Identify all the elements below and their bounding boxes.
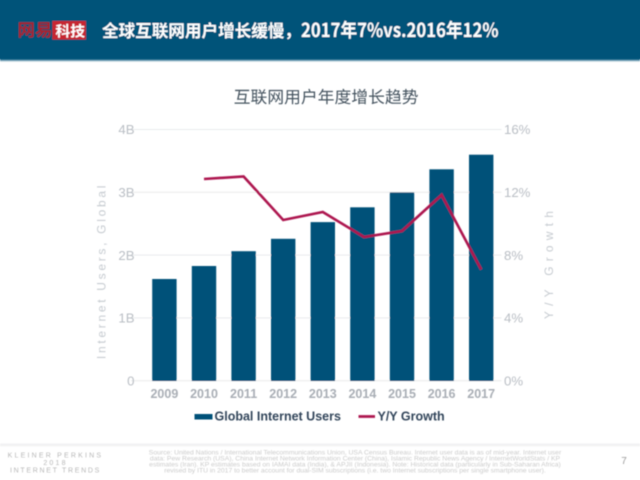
svg-text:2012: 2012 — [269, 387, 297, 401]
svg-text:16%: 16% — [504, 122, 531, 137]
svg-text:0: 0 — [127, 373, 134, 388]
svg-text:Internet Users, Global: Internet Users, Global — [95, 183, 109, 359]
svg-text:Global Internet Users: Global Internet Users — [215, 410, 341, 424]
svg-text:2016: 2016 — [428, 387, 456, 401]
svg-text:7: 7 — [621, 456, 627, 467]
svg-text:1B: 1B — [118, 311, 134, 326]
svg-text:2009: 2009 — [150, 387, 178, 401]
svg-text:2010: 2010 — [190, 387, 218, 401]
svg-text:2014: 2014 — [348, 387, 376, 401]
svg-text:2013: 2013 — [309, 387, 337, 401]
svg-text:2018: 2018 — [43, 460, 67, 467]
svg-text:2B: 2B — [118, 248, 134, 263]
svg-text:Source: United Nations / Inter: Source: United Nations / International T… — [149, 449, 562, 456]
svg-text:data: Pew Research (USA), Chin: data: Pew Research (USA), China Internet… — [150, 455, 561, 462]
svg-text:12%: 12% — [504, 185, 531, 200]
svg-text:Y/Y Growth: Y/Y Growth — [542, 206, 556, 319]
svg-text:4%: 4% — [504, 311, 523, 326]
svg-text:0%: 0% — [504, 373, 523, 388]
svg-text:4B: 4B — [118, 122, 134, 137]
svg-text:2017: 2017 — [467, 387, 495, 401]
svg-text:estimates (Iran). KP estimates: estimates (Iran). KP estimates based on … — [149, 461, 561, 468]
svg-text:Y/Y Growth: Y/Y Growth — [378, 410, 445, 424]
svg-text:2015: 2015 — [388, 387, 416, 401]
svg-text:KLEINER PERKINS: KLEINER PERKINS — [8, 453, 104, 460]
svg-text:revised by ITU in 2017 to bett: revised by ITU in 2017 to better account… — [164, 467, 546, 474]
svg-text:8%: 8% — [504, 248, 523, 263]
svg-text:2011: 2011 — [230, 387, 257, 401]
svg-text:INTERNET TRENDS: INTERNET TRENDS — [10, 467, 101, 474]
svg-text:3B: 3B — [118, 185, 134, 200]
